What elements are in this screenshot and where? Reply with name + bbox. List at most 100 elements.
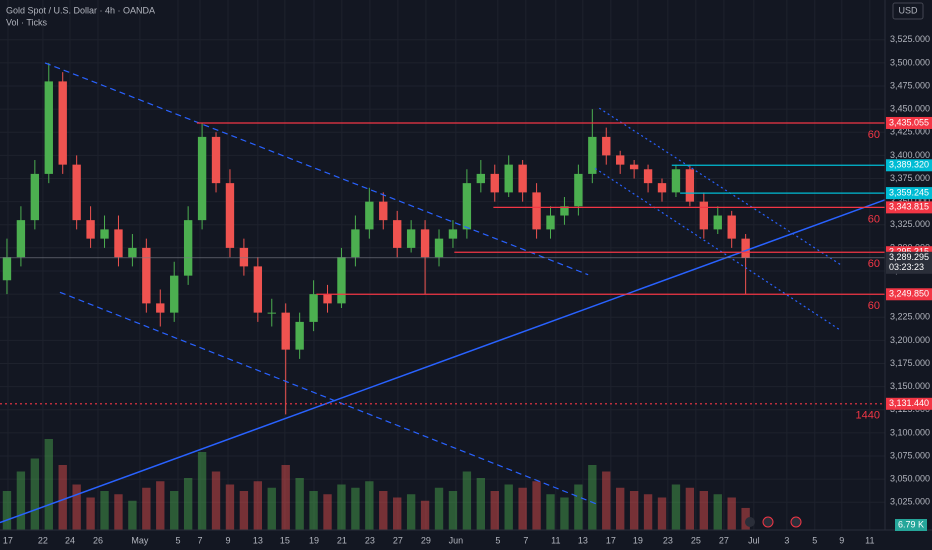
- candle-body: [337, 257, 346, 304]
- volume-bar: [365, 481, 374, 530]
- candle-body: [490, 173, 499, 193]
- candle-body: [16, 220, 26, 258]
- volume-bar: [253, 481, 263, 530]
- candle-body: [239, 247, 249, 267]
- currency-box[interactable]: [892, 2, 924, 20]
- volume-bar: [420, 500, 430, 530]
- volume-bar: [337, 484, 346, 530]
- volume-bar: [532, 481, 541, 530]
- volume-bar: [518, 487, 527, 530]
- x-tick-label: Jun: [449, 535, 464, 545]
- candle-body: [462, 183, 472, 230]
- trendline: [44, 62, 589, 276]
- level-label: 3,131.440: [889, 398, 929, 408]
- level-label-box: [886, 187, 932, 200]
- candle-body: [72, 164, 81, 221]
- candle-body: [225, 183, 235, 248]
- level-label-box: [886, 116, 932, 129]
- volume-bar: [393, 497, 402, 530]
- icon[interactable]: [790, 516, 802, 528]
- candle-body: [727, 215, 736, 239]
- volume-bar: [490, 491, 499, 530]
- level-tag: 60: [868, 300, 880, 312]
- volume-bar: [58, 465, 67, 530]
- volume-bar: [560, 497, 569, 530]
- x-tick-label: 19: [309, 535, 319, 545]
- x-tick-label: 17: [606, 535, 616, 545]
- candle-body: [2, 257, 12, 281]
- volume-bar: [588, 465, 597, 530]
- x-tick-label: 27: [393, 535, 403, 545]
- candle-body: [211, 136, 221, 184]
- level-label-box: [886, 397, 932, 410]
- last-price-label: 3,289.295: [889, 252, 929, 262]
- x-tick-label: 21: [337, 535, 347, 545]
- y-tick-label: 3,175.000: [890, 358, 930, 368]
- x-tick-label: 7: [197, 535, 202, 545]
- candle-body: [406, 229, 416, 248]
- x-tick-label: 25: [691, 535, 701, 545]
- y-tick-label: 3,400.000: [890, 150, 930, 160]
- y-tick-label: 3,050.000: [890, 474, 930, 484]
- currency[interactable]: USD: [898, 5, 918, 15]
- candle-body: [434, 238, 444, 258]
- y-tick-label: 3,425.000: [890, 127, 930, 137]
- y-tick-label: 3,500.000: [890, 57, 930, 67]
- volume-bar: [72, 484, 81, 530]
- y-tick-label: 3,200.000: [890, 335, 930, 345]
- volume-bar: [713, 494, 722, 530]
- volume-bar: [197, 452, 207, 530]
- candle-body: [546, 215, 555, 230]
- y-tick-label: 3,025.000: [890, 497, 930, 507]
- candle-body: [267, 312, 276, 314]
- candle-body: [309, 294, 318, 322]
- volume-bar: [504, 484, 513, 530]
- level-label: 3,435.055: [889, 117, 929, 127]
- candle-body: [323, 294, 332, 304]
- x-tick-label: 11: [865, 535, 874, 545]
- volume-bar: [616, 487, 625, 530]
- volume-bar: [323, 494, 332, 530]
- candle-body: [170, 275, 179, 313]
- volume-bar: [602, 471, 611, 530]
- candle-body: [156, 303, 165, 313]
- candle-body: [699, 201, 708, 230]
- level-label-box: [886, 201, 932, 214]
- x-tick-label: 23: [663, 535, 673, 545]
- candle-body: [197, 136, 207, 221]
- volume-bar: [100, 491, 109, 530]
- level-label: 3,389.320: [889, 160, 929, 170]
- x-tick-label: May: [131, 535, 149, 545]
- candle-body: [281, 312, 290, 350]
- volume-bar: [211, 471, 221, 530]
- volume-bar: [476, 478, 486, 530]
- volume-bar: [225, 484, 235, 530]
- x-tick-label: 24: [65, 535, 75, 545]
- candle-body: [365, 201, 374, 230]
- icon[interactable]: [745, 517, 755, 527]
- volume-label-box: [895, 519, 927, 531]
- chart-subtitle: Vol · Ticks: [6, 17, 48, 27]
- volume-bar: [309, 491, 318, 530]
- x-tick-label: 29: [421, 535, 431, 545]
- x-tick-label: 7: [523, 535, 528, 545]
- x-tick-label: 27: [719, 535, 729, 545]
- candle-body: [44, 81, 53, 174]
- candle-body: [351, 229, 360, 258]
- volume-bar: [462, 471, 472, 530]
- volume-bar: [156, 481, 165, 530]
- volume-bar: [114, 494, 123, 530]
- candle-body: [741, 238, 750, 258]
- volume-bar: [142, 487, 151, 530]
- volume-bar: [295, 478, 304, 530]
- candle-body: [713, 215, 722, 230]
- level-tag: 60: [868, 258, 880, 270]
- y-tick-label: 3,525.000: [890, 34, 930, 44]
- volume-bar: [657, 497, 667, 530]
- icon[interactable]: [762, 516, 774, 528]
- candle-body: [183, 220, 193, 276]
- trendline: [594, 167, 841, 331]
- candle-body: [588, 136, 597, 174]
- volume-bar: [546, 494, 555, 530]
